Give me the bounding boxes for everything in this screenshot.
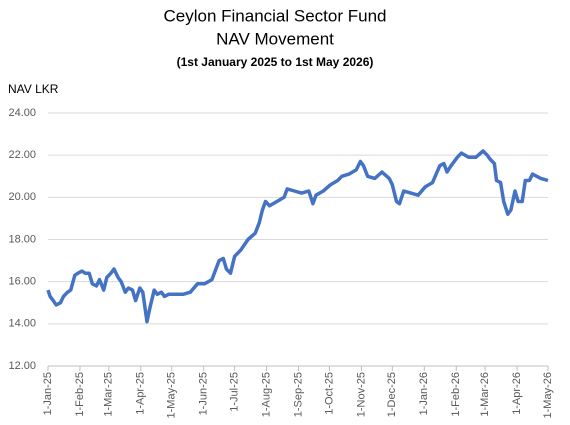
y-tick-label: 18.00 — [8, 233, 36, 245]
x-tick-label: 1-Feb-26 — [450, 372, 462, 417]
x-tick-label: 1-May-25 — [166, 372, 178, 418]
nav-line — [46, 149, 549, 324]
y-tick-label: 14.00 — [8, 318, 36, 330]
y-tick-label: 12.00 — [8, 360, 36, 372]
x-tick-label: 1-Sep-25 — [292, 372, 304, 417]
chart-period: (1st January 2025 to 1st May 2026) — [177, 55, 374, 69]
x-tick-label: 1-Apr-26 — [511, 372, 523, 415]
x-tick-label: 1-Mar-26 — [479, 372, 491, 417]
x-tick-label: 1-May-26 — [542, 372, 554, 418]
x-tick-label: 1-Nov-25 — [355, 372, 367, 417]
chart-title: Ceylon Financial Sector Fund — [163, 6, 386, 25]
y-tick-label: 20.00 — [8, 191, 36, 203]
x-tick-label: 1-Jul-25 — [229, 372, 241, 412]
x-tick-label: 1-Aug-25 — [260, 372, 272, 417]
x-tick-label: 1-Jan-26 — [418, 372, 430, 415]
x-tick-label: 1-Jun-25 — [198, 372, 210, 415]
x-tick-label: 1-Apr-25 — [135, 372, 147, 415]
y-tick-label: 16.00 — [8, 276, 36, 288]
x-tick-label: 1-Oct-25 — [323, 372, 335, 415]
x-tick-label: 1-Dec-25 — [386, 372, 398, 417]
x-tick-label: 1-Jan-25 — [42, 372, 54, 415]
x-tick-label: 1-Mar-25 — [103, 372, 115, 417]
x-tick-label: 1-Feb-25 — [74, 372, 86, 417]
y-tick-label: 22.00 — [8, 149, 36, 161]
y-axis-label: NAV LKR — [8, 82, 59, 96]
y-tick-label: 24.00 — [8, 107, 36, 119]
chart-subtitle: NAV Movement — [216, 29, 334, 48]
